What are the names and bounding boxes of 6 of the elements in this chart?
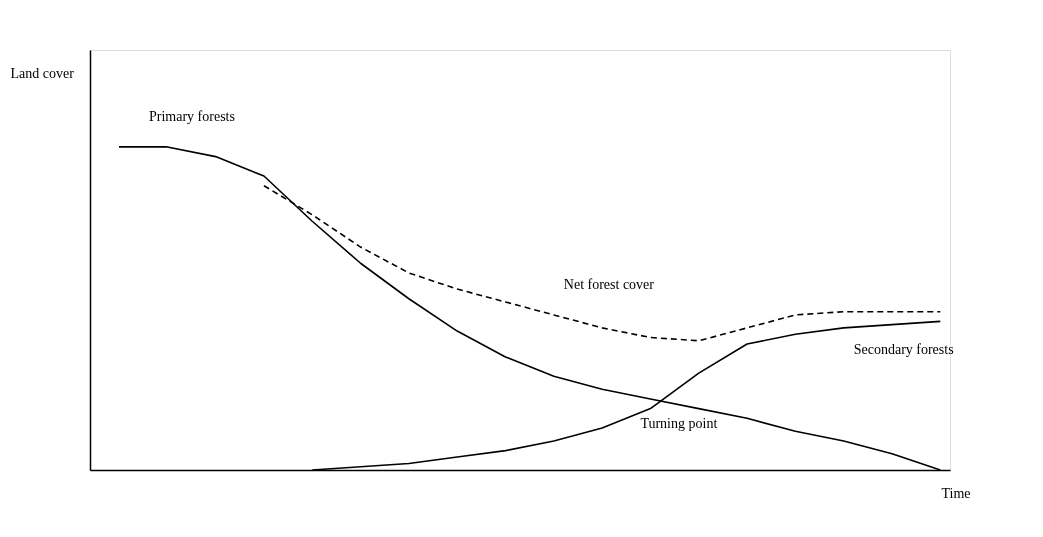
x-axis-title: Time	[941, 485, 971, 501]
series-label: Secondary forests	[853, 341, 954, 357]
annotation: Turning point	[640, 415, 718, 431]
series-label: Primary forests	[148, 108, 235, 124]
series-label: Net forest cover	[563, 276, 655, 292]
y-axis-title: Land cover	[10, 65, 75, 81]
